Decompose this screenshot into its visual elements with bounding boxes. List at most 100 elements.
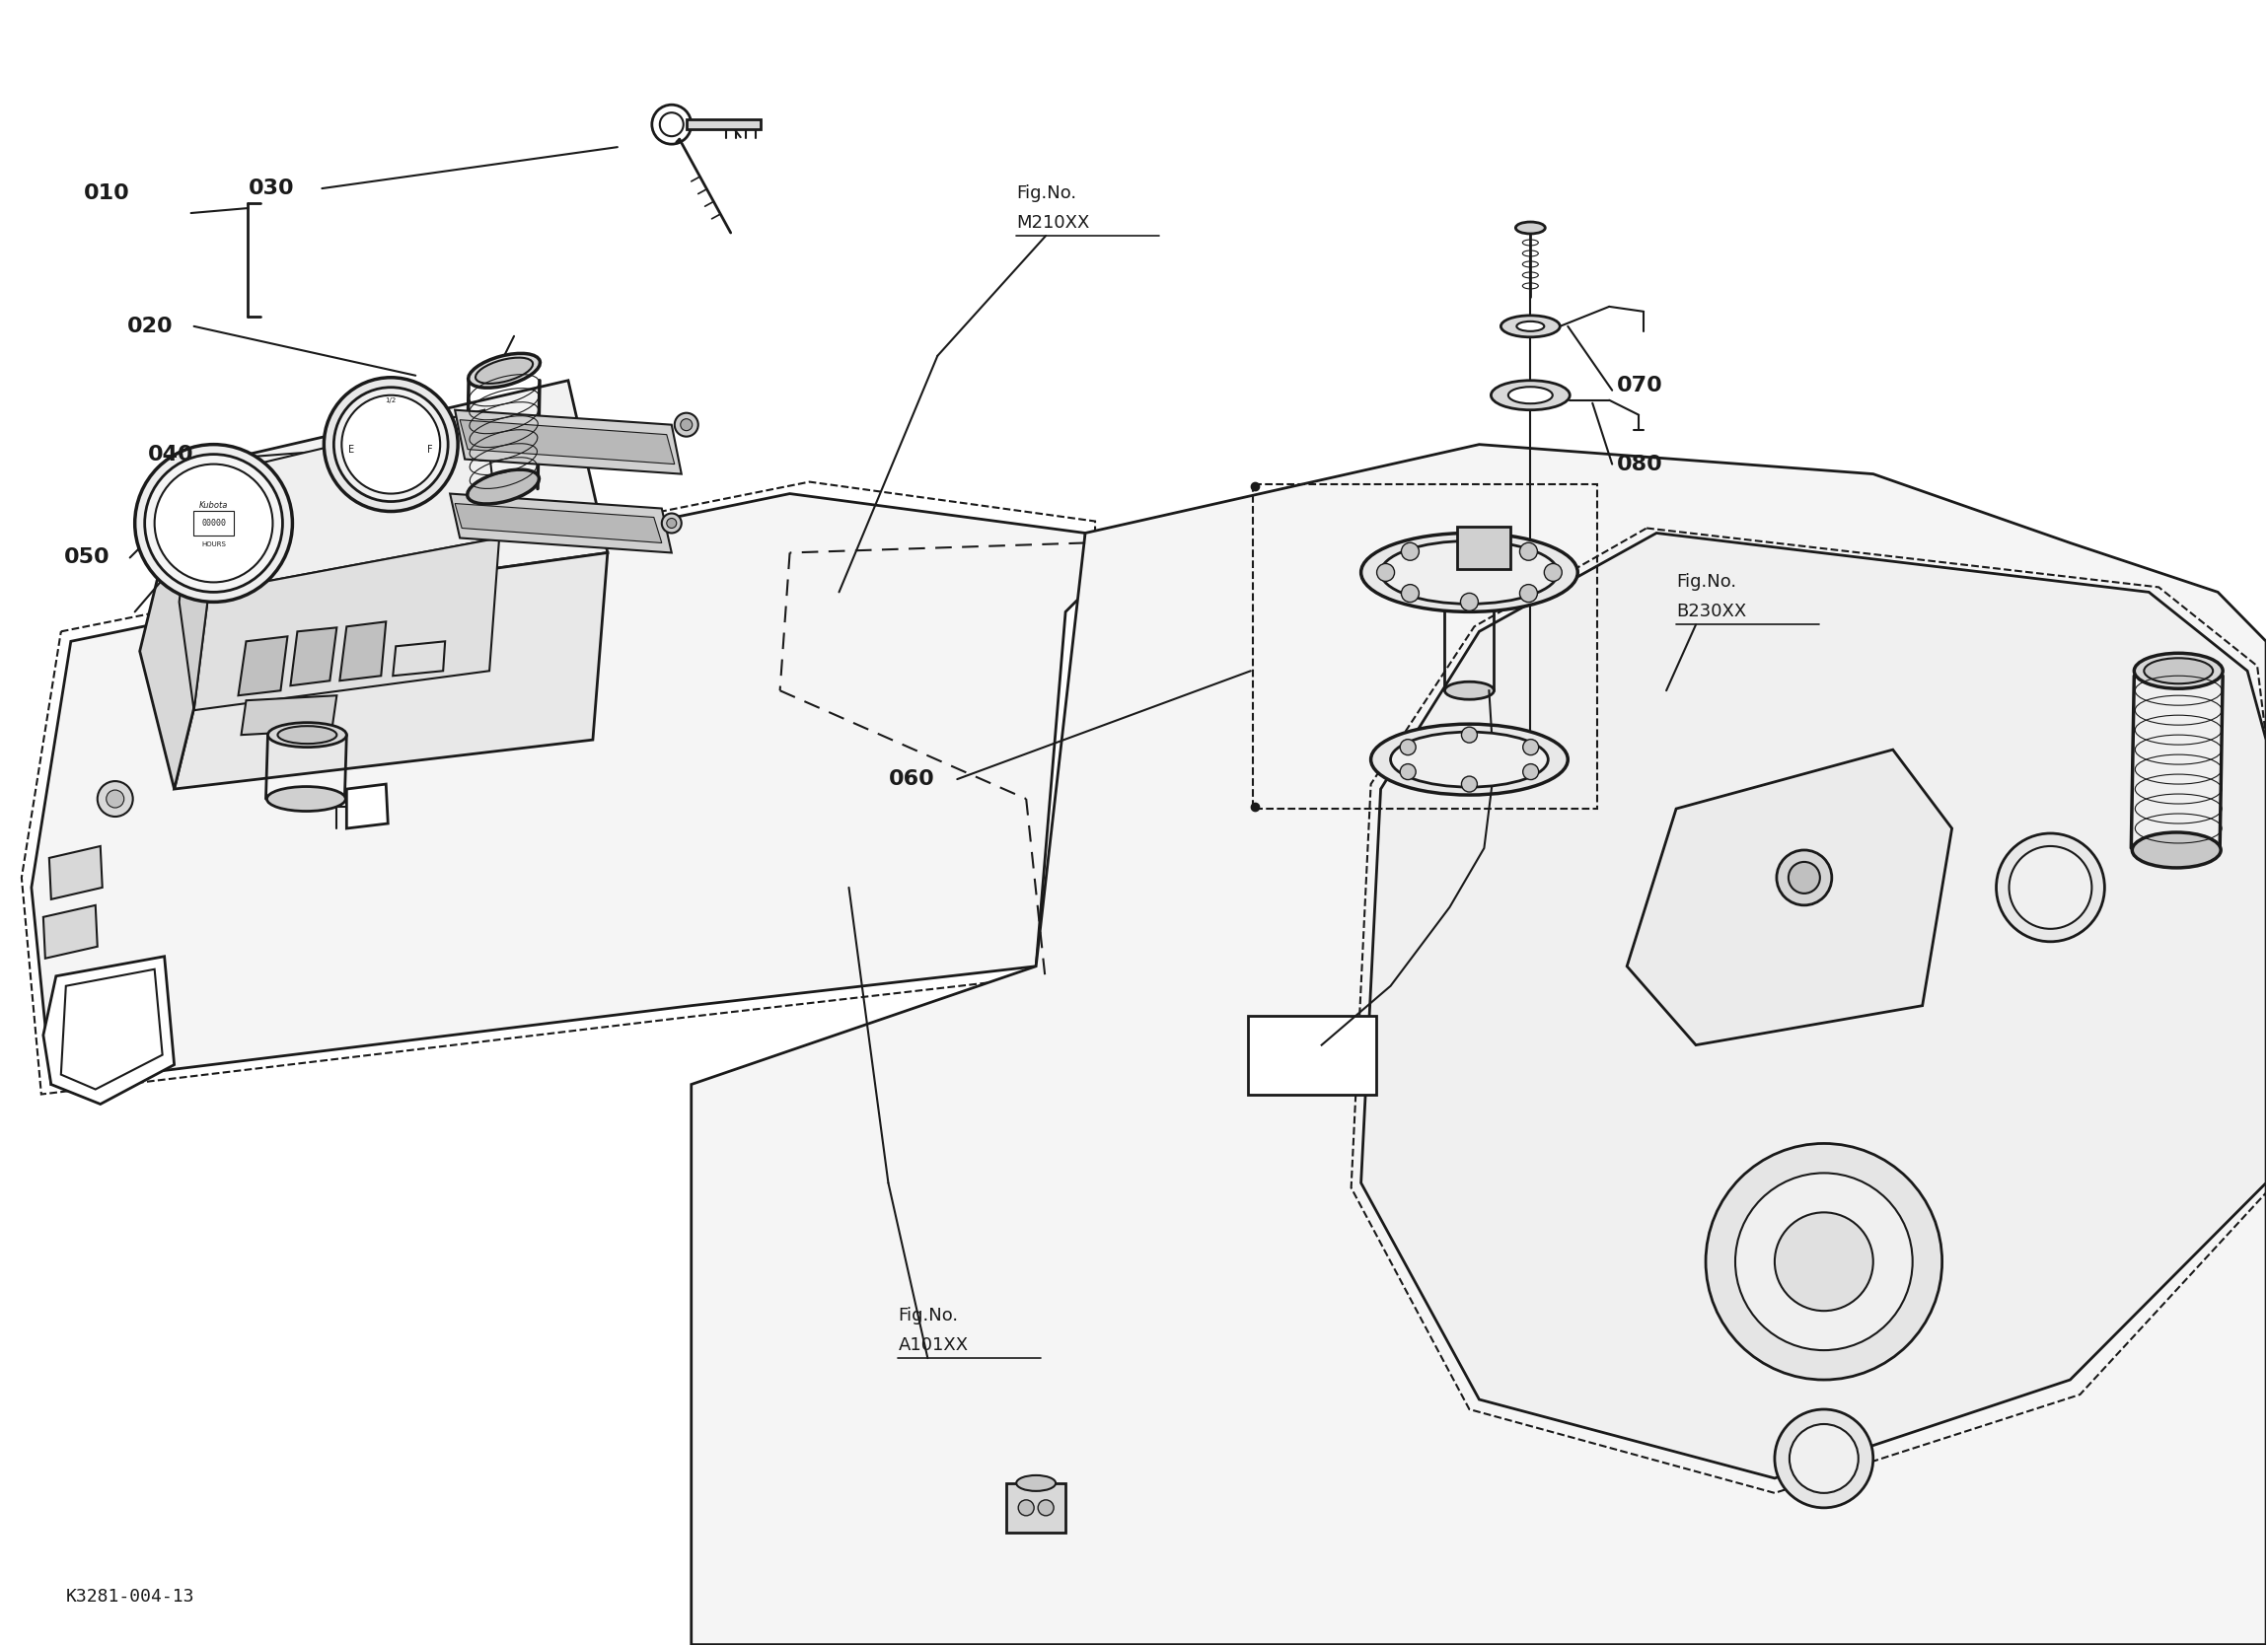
Polygon shape bbox=[347, 783, 388, 828]
Circle shape bbox=[1735, 1174, 1912, 1350]
Text: 010: 010 bbox=[84, 183, 129, 202]
Polygon shape bbox=[1626, 749, 1953, 1045]
Circle shape bbox=[1522, 764, 1538, 780]
Polygon shape bbox=[195, 538, 499, 711]
Ellipse shape bbox=[1361, 533, 1579, 612]
Circle shape bbox=[662, 514, 680, 533]
Polygon shape bbox=[456, 410, 680, 474]
Circle shape bbox=[1545, 563, 1563, 581]
Polygon shape bbox=[32, 494, 1086, 1085]
Circle shape bbox=[680, 418, 692, 431]
Circle shape bbox=[154, 464, 272, 583]
Ellipse shape bbox=[1016, 1475, 1055, 1491]
Ellipse shape bbox=[1501, 316, 1560, 337]
Text: 080: 080 bbox=[1617, 454, 1662, 474]
Circle shape bbox=[145, 454, 284, 593]
Polygon shape bbox=[43, 956, 175, 1104]
Circle shape bbox=[1789, 863, 1819, 894]
Circle shape bbox=[1461, 728, 1476, 742]
Polygon shape bbox=[449, 494, 671, 553]
Text: A101XX: A101XX bbox=[898, 1337, 968, 1355]
Ellipse shape bbox=[1517, 321, 1545, 331]
Ellipse shape bbox=[1445, 681, 1495, 700]
Circle shape bbox=[1399, 764, 1415, 780]
Ellipse shape bbox=[1390, 732, 1549, 787]
Ellipse shape bbox=[467, 469, 540, 504]
Circle shape bbox=[324, 377, 458, 512]
Text: HOURS: HOURS bbox=[202, 542, 227, 548]
Polygon shape bbox=[687, 120, 760, 130]
Polygon shape bbox=[184, 380, 608, 607]
FancyBboxPatch shape bbox=[1007, 1483, 1066, 1532]
Circle shape bbox=[1522, 739, 1538, 756]
Circle shape bbox=[1789, 1424, 1857, 1493]
Ellipse shape bbox=[2143, 658, 2214, 683]
Circle shape bbox=[1377, 563, 1395, 581]
Circle shape bbox=[1399, 739, 1415, 756]
Circle shape bbox=[134, 444, 293, 602]
Polygon shape bbox=[1458, 527, 1510, 570]
Text: M210XX: M210XX bbox=[1016, 214, 1089, 232]
Polygon shape bbox=[1247, 1016, 1377, 1095]
Text: 00000: 00000 bbox=[202, 518, 227, 528]
Circle shape bbox=[667, 518, 676, 528]
Circle shape bbox=[1774, 1409, 1873, 1508]
Circle shape bbox=[1520, 584, 1538, 602]
Text: B230XX: B230XX bbox=[1676, 602, 1746, 621]
Polygon shape bbox=[460, 420, 674, 464]
Polygon shape bbox=[175, 553, 608, 788]
Circle shape bbox=[1018, 1500, 1034, 1516]
Circle shape bbox=[98, 782, 134, 816]
Circle shape bbox=[1706, 1144, 1941, 1379]
Text: Kubota: Kubota bbox=[200, 500, 229, 510]
Circle shape bbox=[1402, 584, 1420, 602]
Polygon shape bbox=[240, 696, 336, 734]
Polygon shape bbox=[141, 469, 218, 788]
Text: E: E bbox=[349, 444, 354, 454]
Polygon shape bbox=[692, 444, 2266, 1644]
Text: 030: 030 bbox=[247, 178, 295, 198]
Text: 020: 020 bbox=[127, 316, 172, 336]
Polygon shape bbox=[50, 846, 102, 899]
Ellipse shape bbox=[268, 787, 345, 811]
Circle shape bbox=[1774, 1213, 1873, 1310]
Text: 1/2: 1/2 bbox=[386, 397, 397, 403]
Circle shape bbox=[1520, 543, 1538, 560]
Circle shape bbox=[1402, 543, 1420, 560]
Circle shape bbox=[1039, 1500, 1055, 1516]
Circle shape bbox=[1461, 777, 1476, 792]
Ellipse shape bbox=[1381, 542, 1558, 604]
Ellipse shape bbox=[1515, 222, 1545, 234]
Text: 070: 070 bbox=[1617, 375, 1662, 395]
Polygon shape bbox=[340, 622, 386, 681]
Text: Fig.No.: Fig.No. bbox=[1676, 573, 1737, 591]
Circle shape bbox=[1996, 833, 2105, 942]
Circle shape bbox=[674, 413, 699, 436]
Circle shape bbox=[1461, 593, 1479, 611]
Circle shape bbox=[333, 387, 449, 502]
Circle shape bbox=[107, 790, 125, 808]
Circle shape bbox=[342, 395, 440, 494]
Text: K3281-004-13: K3281-004-13 bbox=[66, 1587, 195, 1605]
Ellipse shape bbox=[476, 357, 533, 384]
Polygon shape bbox=[1361, 533, 2266, 1478]
Text: 050: 050 bbox=[64, 548, 109, 568]
Circle shape bbox=[1776, 849, 1833, 905]
Polygon shape bbox=[456, 504, 662, 543]
Ellipse shape bbox=[277, 726, 336, 744]
Ellipse shape bbox=[467, 354, 540, 388]
Polygon shape bbox=[290, 627, 336, 686]
Ellipse shape bbox=[1370, 724, 1567, 795]
Text: Fig.No.: Fig.No. bbox=[1016, 184, 1077, 202]
Polygon shape bbox=[43, 905, 98, 958]
Text: 060: 060 bbox=[889, 769, 934, 788]
Text: Fig.No.: Fig.No. bbox=[898, 1307, 959, 1325]
Text: F: F bbox=[429, 444, 433, 454]
Circle shape bbox=[2009, 846, 2091, 928]
Ellipse shape bbox=[2134, 653, 2223, 688]
Circle shape bbox=[1461, 533, 1479, 551]
Ellipse shape bbox=[1490, 380, 1569, 410]
Polygon shape bbox=[195, 410, 499, 593]
Ellipse shape bbox=[2132, 833, 2220, 867]
Ellipse shape bbox=[1508, 387, 1554, 403]
